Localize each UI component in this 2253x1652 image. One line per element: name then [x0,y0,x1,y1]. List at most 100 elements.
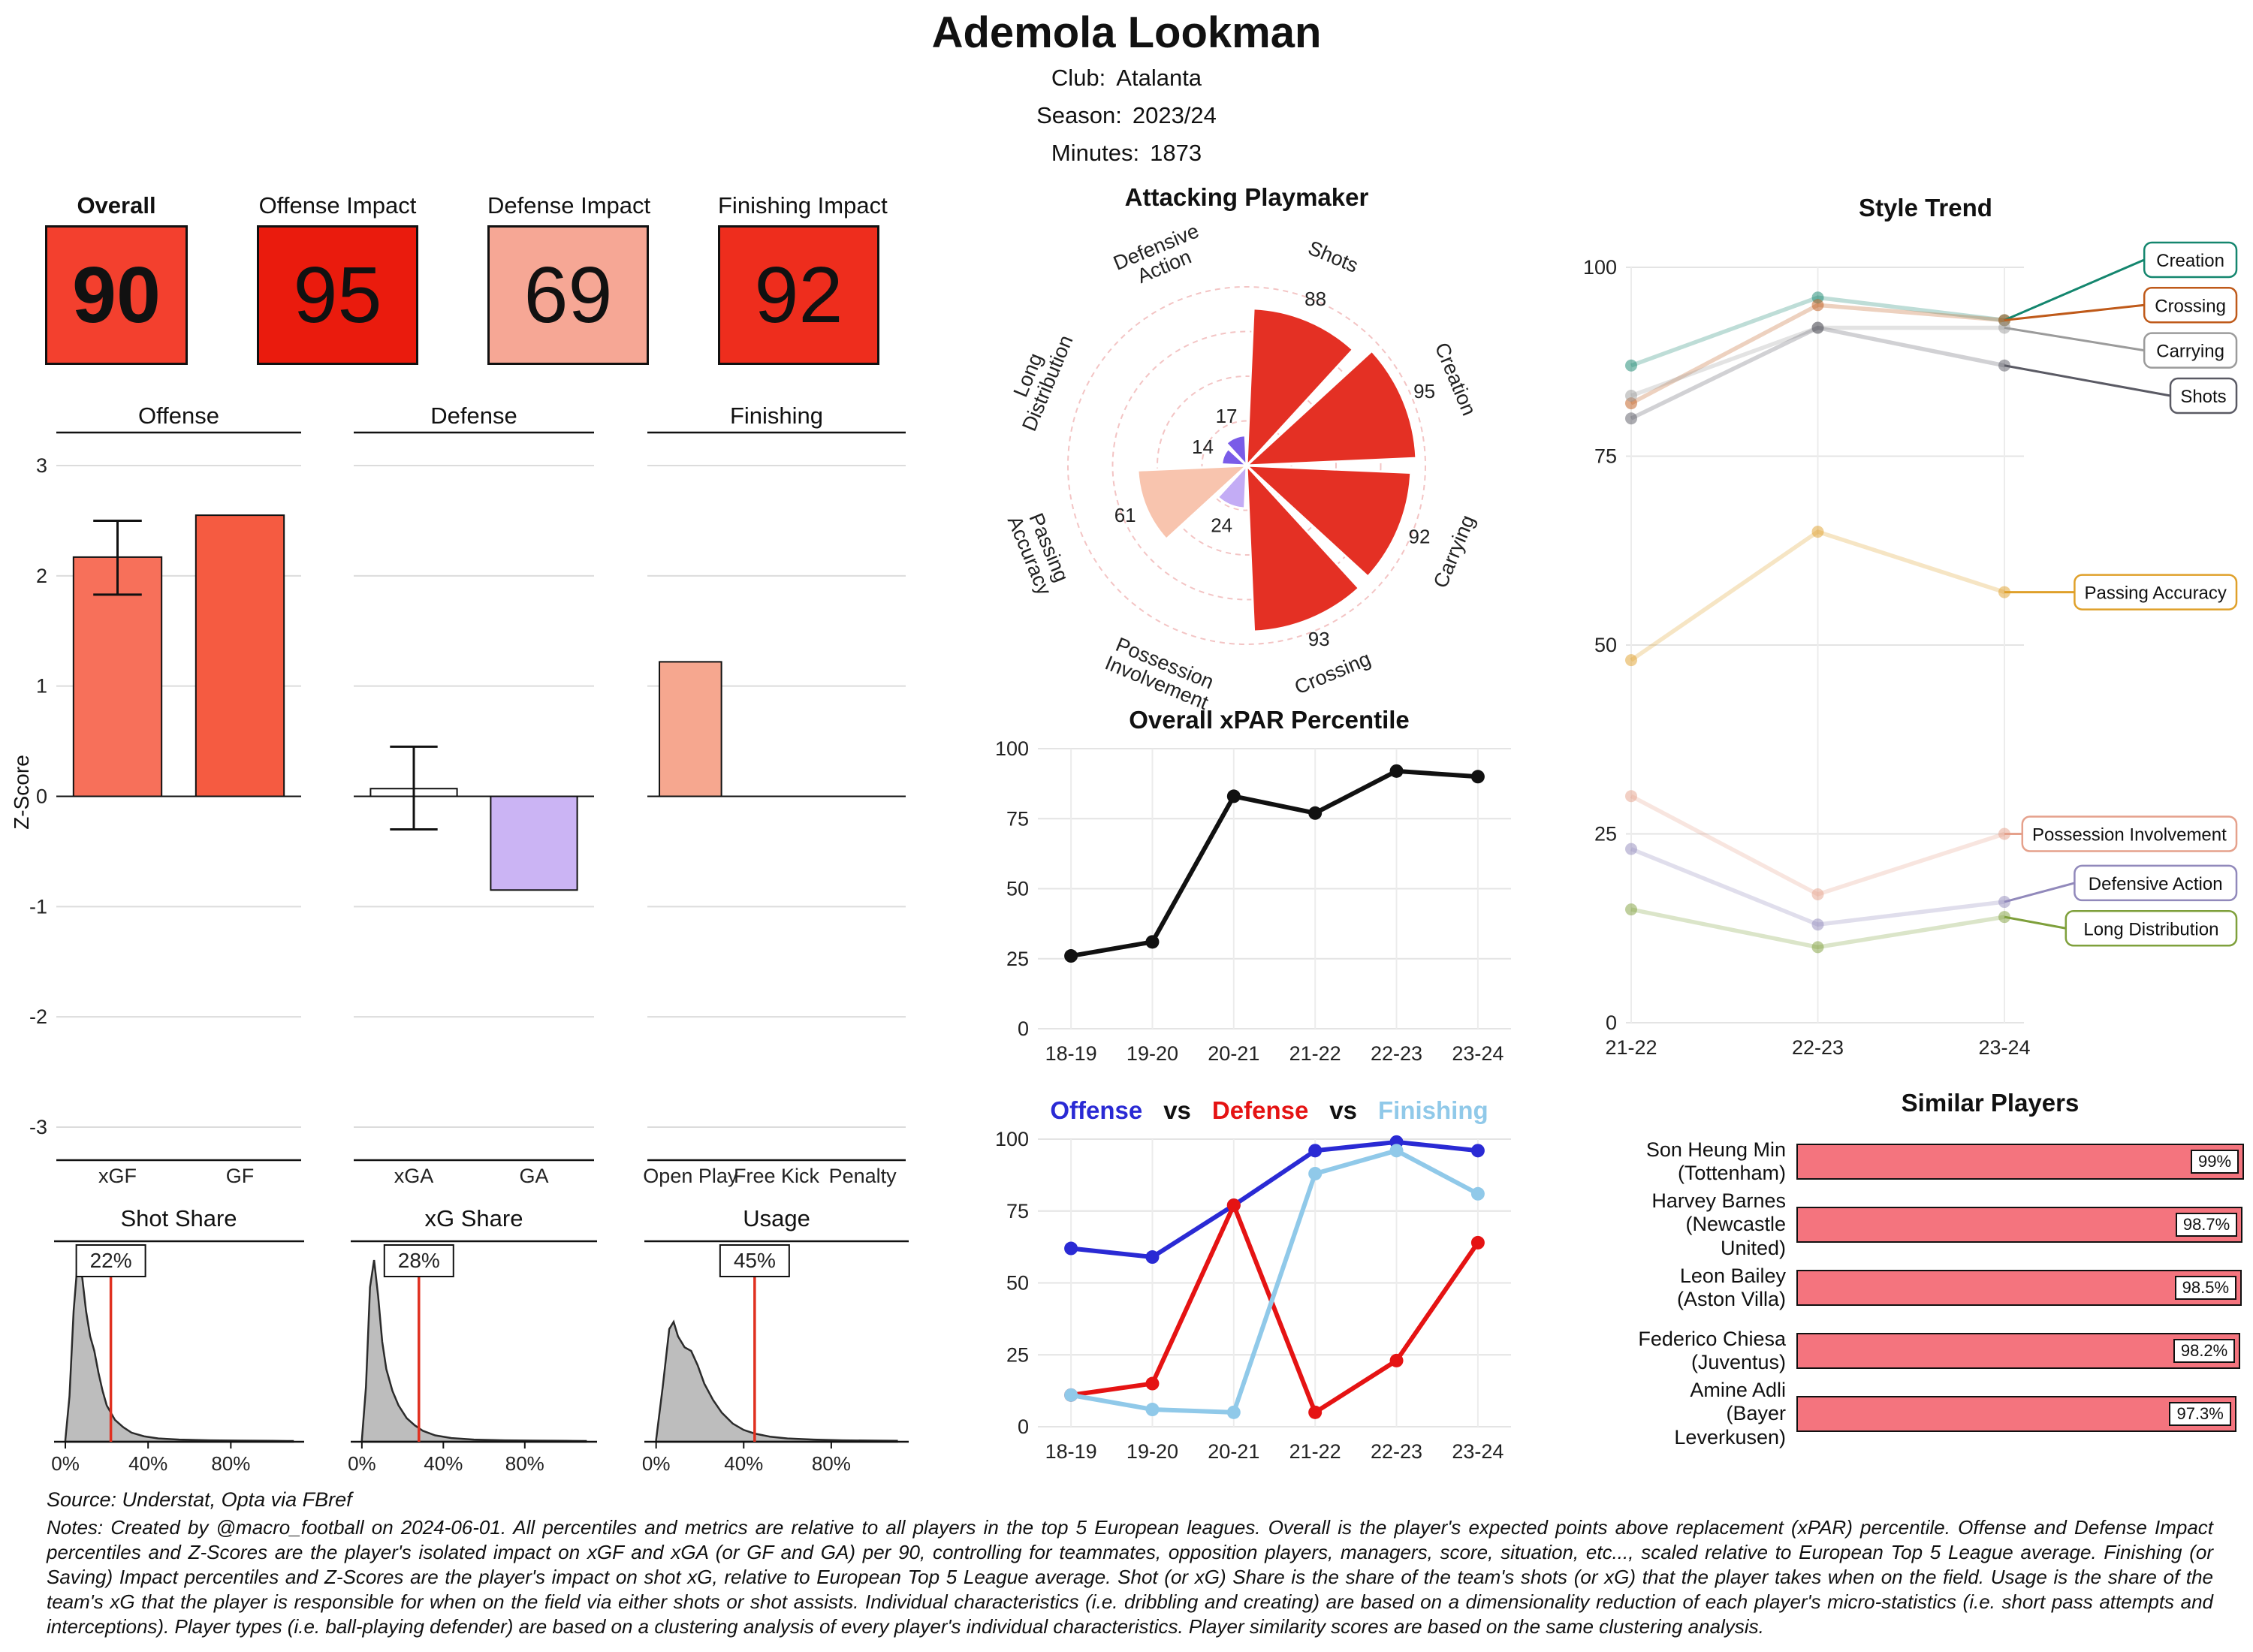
svg-text:80%: 80% [505,1452,544,1475]
svg-text:100: 100 [1583,256,1617,279]
svg-text:25: 25 [1594,823,1617,846]
svg-text:2: 2 [36,565,47,587]
svg-text:Penalty: Penalty [829,1165,897,1187]
svg-text:-2: -2 [29,1005,47,1028]
svg-text:88: 88 [1304,288,1326,310]
svg-text:GA: GA [519,1165,548,1187]
impact-card-label: Offense Impact [258,192,417,219]
svg-text:100: 100 [995,737,1029,760]
svg-text:Carrying: Carrying [1429,512,1479,592]
svg-text:80%: 80% [812,1452,851,1475]
similar-player-name: Federico Chiesa (Juventus) [1638,1327,1786,1373]
similar-player-row: Son Heung Min (Tottenham) 99% [1615,1130,2245,1193]
svg-text:21-22: 21-22 [1289,1042,1341,1065]
svg-text:PassingAccuracy: PassingAccuracy [1003,505,1075,598]
svg-text:3: 3 [36,454,47,477]
svg-text:40%: 40% [724,1452,763,1475]
club-value: Atalanta [1116,65,1202,91]
similar-player-name: Harvey Barnes (Newcastle United) [1651,1189,1786,1259]
similarity-bar: 97.3% [1796,1396,2236,1432]
shot-share-title: Shot Share [120,1205,237,1231]
similar-player-row: Leon Bailey (Aston Villa) 98.5% [1615,1256,2245,1319]
svg-text:24: 24 [1211,514,1232,536]
svg-text:61: 61 [1114,504,1136,526]
svg-text:Shots: Shots [2180,387,2226,407]
svg-text:20-21: 20-21 [1208,1042,1259,1065]
impact-card-value: 69 [487,225,649,365]
impact-card-overall: Overall 90 [45,192,188,365]
odf-title-part: Offense [1050,1096,1143,1124]
svg-text:0: 0 [1018,1017,1029,1040]
svg-text:95: 95 [1413,380,1435,402]
minutes-label: Minutes: [1051,140,1140,166]
svg-text:50: 50 [1006,1272,1029,1295]
odf-chart: 18-19 19-20 20-21 21-22 22-23 23-24 0 25 50 75 100 [995,1128,1511,1463]
impact-card-label: Defense Impact [487,192,651,219]
xpar-chart: 18-19 19-20 20-21 21-22 22-23 23-24 0 25 50 75 100 [995,737,1511,1065]
similar-player-name: Amine Adli (Bayer Leverkusen) [1674,1379,1786,1449]
odf-title-part: Finishing [1378,1096,1488,1124]
svg-text:40%: 40% [424,1452,463,1475]
svg-text:25: 25 [1006,1343,1029,1366]
svg-text:Creation: Creation [1431,339,1481,419]
svg-text:0: 0 [36,785,47,808]
svg-text:-3: -3 [29,1116,47,1138]
svg-text:18-19: 18-19 [1045,1440,1097,1463]
svg-text:Passing Accuracy: Passing Accuracy [2084,583,2226,604]
impact-card-defense-impact: Defense Impact 69 [487,192,651,365]
season-value: 2023/24 [1132,102,1217,128]
club-label: Club: [1051,65,1106,91]
svg-text:45%: 45% [734,1249,776,1272]
style-trend-title: Style Trend [1859,194,1992,222]
svg-text:19-20: 19-20 [1126,1042,1178,1065]
svg-text:50: 50 [1006,878,1029,900]
finishing-chart-title: Finishing [729,402,824,429]
svg-text:0: 0 [1606,1011,1617,1034]
xg-share-chart: 0% 40% 80% 28% [348,1240,597,1475]
svg-text:22-23: 22-23 [1792,1036,1844,1059]
svg-text:DefensiveAction: DefensiveAction [1110,219,1210,294]
svg-text:20-21: 20-21 [1208,1440,1259,1463]
odf-title-part: vs [1163,1096,1191,1124]
impact-card-finishing-impact: Finishing Impact 92 [718,192,888,365]
svg-text:23-24: 23-24 [1452,1042,1504,1065]
svg-text:-1: -1 [29,895,47,918]
svg-text:100: 100 [995,1128,1029,1150]
similarity-bar: 98.2% [1796,1333,2241,1369]
svg-text:Defensive Action: Defensive Action [2089,874,2223,894]
svg-text:Shots: Shots [1305,237,1362,277]
offense-zscore-chart: xGF GF 3 2 1 0 -1 -2 -3 [29,431,301,1187]
similar-player-row: Amine Adli (Bayer Leverkusen) 97.3% [1615,1379,2245,1449]
svg-text:93: 93 [1308,628,1330,650]
svg-text:23-24: 23-24 [1978,1036,2030,1059]
svg-text:18-19: 18-19 [1045,1042,1097,1065]
svg-text:21-22: 21-22 [1289,1440,1341,1463]
radar-title: Attacking Playmaker [1124,183,1369,211]
svg-text:22%: 22% [90,1249,132,1272]
svg-text:17: 17 [1216,405,1238,427]
similarity-bar-track: 97.3% [1796,1396,2245,1432]
defense-chart-title: Defense [430,402,517,429]
methodology-notes: Notes: Created by @macro_football on 202… [47,1516,2213,1638]
similarity-bar-track: 98.5% [1796,1270,2245,1306]
svg-text:1: 1 [36,675,47,698]
similar-players-title: Similar Players [1901,1089,2080,1117]
svg-text:PossessionInvolvement: PossessionInvolvement [1102,632,1220,714]
similar-player-name: Son Heung Min (Tottenham) [1645,1138,1786,1184]
svg-text:28%: 28% [398,1249,440,1272]
similarity-bar: 99% [1796,1144,2245,1180]
svg-text:80%: 80% [211,1452,250,1475]
svg-text:Free Kick: Free Kick [734,1165,820,1187]
source-note: Source: Understat, Opta via FBref [47,1488,352,1511]
shot-share-chart: 0% 40% 80% 22% [51,1240,304,1475]
similarity-bar: 98.7% [1796,1207,2243,1243]
impact-card-label: Overall [77,192,156,219]
similarity-bar-track: 99% [1796,1144,2245,1180]
similar-player-row: Harvey Barnes (Newcastle United) 98.7% [1615,1189,2245,1259]
season-label: Season: [1036,102,1122,128]
similarity-value-badge: 97.3% [2169,1402,2231,1426]
defense-zscore-chart: xGA GA [354,431,594,1187]
